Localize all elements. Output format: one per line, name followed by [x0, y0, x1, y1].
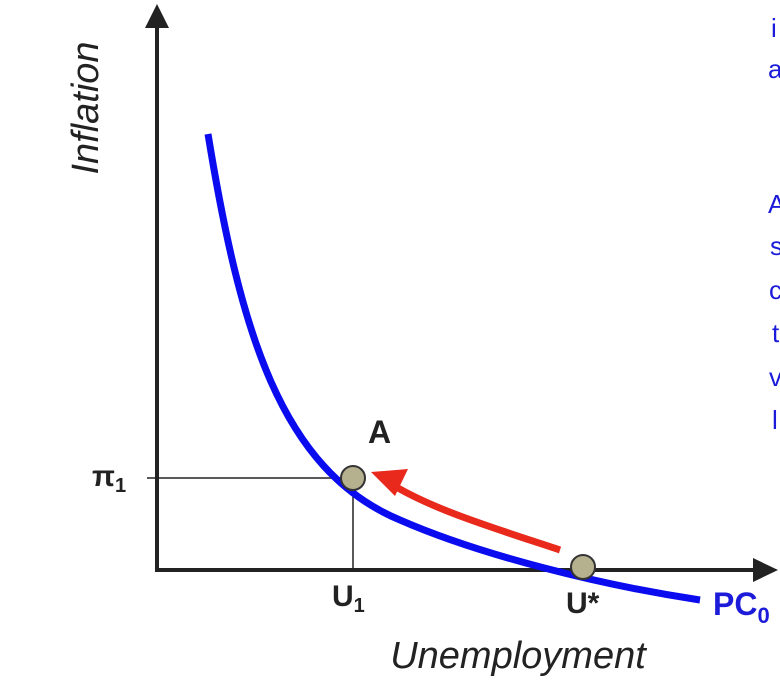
side-text-fragment-2: a — [768, 54, 780, 84]
curve-label-pc0: PC0 — [713, 586, 770, 628]
side-text-fragment-7: v — [769, 362, 780, 392]
u1-tick-label: U1 — [332, 580, 365, 617]
u1-main: U — [332, 580, 354, 613]
pi1-tick-label: π1 — [92, 460, 126, 497]
pi-subscript: 1 — [115, 475, 126, 497]
x-axis-arrowhead — [753, 558, 778, 582]
pc-subscript: 0 — [757, 603, 769, 628]
pc-main: PC — [713, 586, 757, 622]
side-text-fragment-5: c — [769, 275, 780, 305]
y-axis-title: Inflation — [65, 41, 107, 174]
side-text-fragment-4: s — [770, 231, 780, 261]
movement-arrow — [396, 484, 562, 554]
side-text-fragment-1: i — [771, 13, 777, 43]
side-text-fragment-6: t — [772, 318, 780, 348]
side-text-fragment-8: l — [772, 405, 778, 435]
pi-symbol: π — [92, 460, 115, 493]
point-u-star — [570, 554, 596, 580]
y-axis-arrowhead — [145, 4, 169, 28]
u-star-tick-label: U* — [566, 587, 600, 620]
u1-subscript: 1 — [354, 595, 365, 617]
x-axis-title: Unemployment — [390, 635, 647, 677]
point-a — [340, 465, 366, 491]
point-a-label: A — [368, 414, 391, 450]
side-text-fragment-3: A — [768, 189, 780, 219]
phillips-curve-pc0 — [204, 133, 701, 604]
movement-arrow-head — [371, 469, 408, 496]
